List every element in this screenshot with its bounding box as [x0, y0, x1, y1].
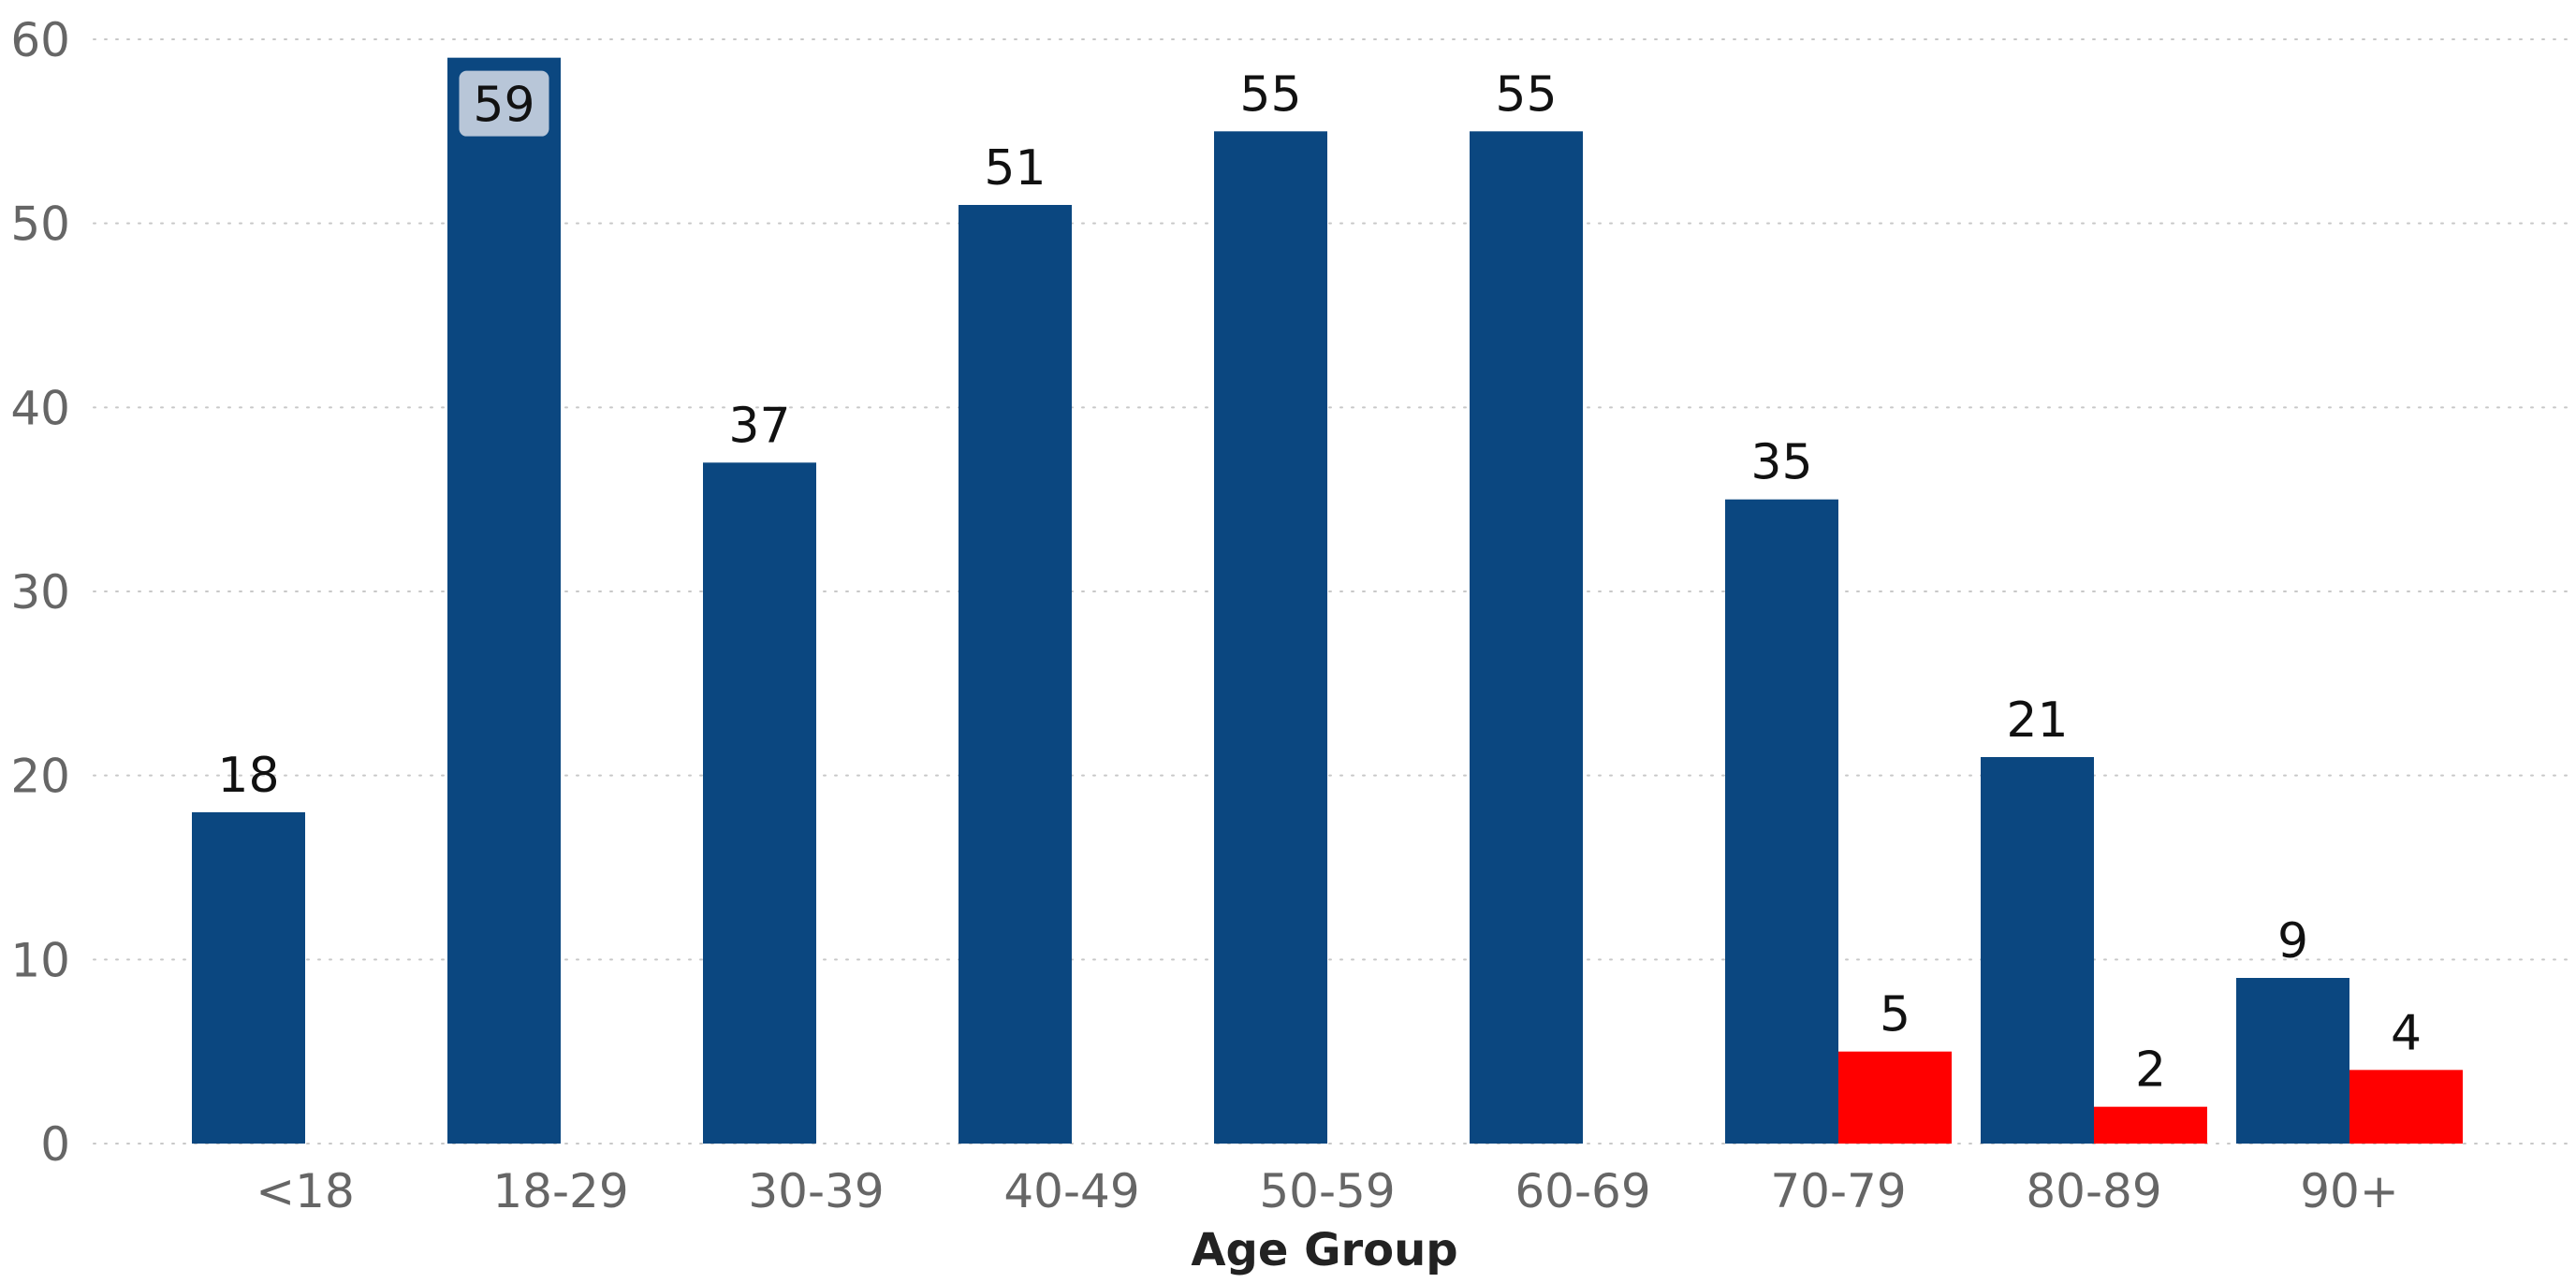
value-label: 51 [984, 140, 1046, 197]
data-labels: 18 59 37 51 55 55 35 5 21 2 9 4 [217, 66, 2422, 1098]
x-tick-label: 50-59 [1259, 1164, 1395, 1218]
value-label: 9 [2277, 913, 2308, 970]
bar [1981, 757, 2094, 1144]
bar [703, 462, 816, 1144]
bar [2236, 978, 2349, 1144]
value-label: 35 [1750, 435, 1812, 491]
value-label: 21 [2006, 693, 2068, 749]
y-tick-label: 0 [40, 1117, 70, 1172]
x-tick-label: 30-39 [748, 1164, 884, 1218]
value-label: 5 [1880, 987, 1910, 1043]
bar [447, 57, 561, 1144]
x-tick-label: <18 [256, 1164, 355, 1218]
y-tick-label: 30 [10, 565, 70, 620]
y-axis-ticks: 0 10 20 30 40 50 60 [10, 13, 70, 1172]
gridlines [93, 38, 2568, 1144]
y-tick-label: 60 [10, 13, 70, 67]
x-tick-label: 40-49 [1003, 1164, 1139, 1218]
bar [1838, 1051, 1952, 1144]
x-axis-ticks: <18 18-29 30-39 40-49 50-59 60-69 70-79 80-89 90… [256, 1164, 2399, 1218]
bar [2349, 1070, 2463, 1144]
x-tick-label: 90+ [2300, 1164, 2399, 1218]
value-label: 18 [217, 748, 279, 804]
bar [959, 205, 1072, 1144]
bars [192, 57, 2463, 1144]
value-label: 55 [1495, 66, 1557, 123]
bar [2094, 1106, 2207, 1144]
bar [192, 812, 305, 1144]
y-tick-label: 40 [10, 381, 70, 435]
value-label-background [459, 70, 549, 137]
value-label: 4 [2391, 1005, 2422, 1061]
y-tick-label: 10 [10, 933, 70, 987]
bar [1725, 499, 1838, 1144]
value-label: 37 [728, 398, 790, 454]
x-tick-label: 80-89 [2026, 1164, 2161, 1218]
value-label: 2 [2135, 1042, 2166, 1099]
y-tick-label: 50 [10, 197, 70, 252]
value-label: 59 [473, 78, 534, 134]
bar [1470, 131, 1583, 1144]
x-tick-label: 60-69 [1515, 1164, 1650, 1218]
x-axis-title: Age Group [1191, 1224, 1457, 1276]
value-label: 55 [1239, 66, 1301, 123]
bar [1214, 131, 1327, 1144]
x-tick-label: 18-29 [492, 1164, 628, 1218]
x-tick-label: 70-79 [1770, 1164, 1906, 1218]
y-tick-label: 20 [10, 750, 70, 804]
